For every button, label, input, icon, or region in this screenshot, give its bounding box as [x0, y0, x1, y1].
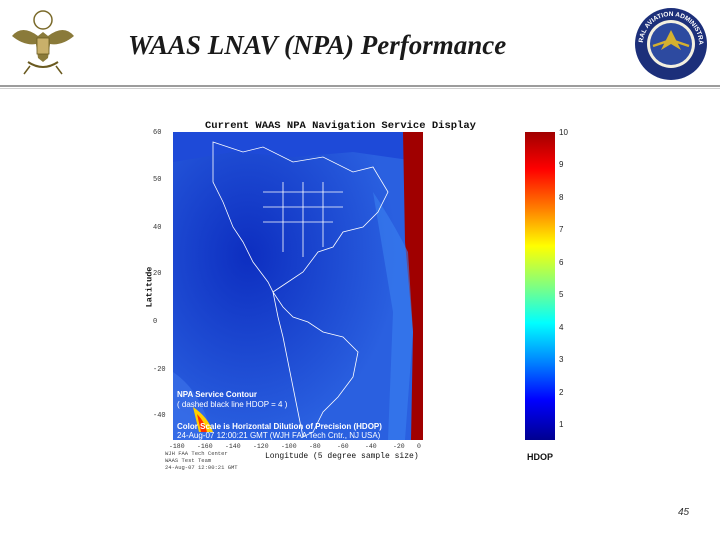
y-tick: 40: [153, 224, 162, 232]
colorbar-tick: 9: [559, 160, 564, 169]
colorbar-tick: 3: [559, 355, 564, 364]
x-tick: -120: [253, 443, 269, 450]
colorbar-tick: 7: [559, 225, 564, 234]
colorbar-tick: 2: [559, 388, 564, 397]
colorbar-tick: 1: [559, 420, 564, 429]
faa-seal-icon: FEDERAL AVIATION ADMINISTRATION: [633, 6, 707, 80]
colorbar-tick: 4: [559, 323, 564, 332]
x-tick: 0: [417, 443, 421, 450]
x-tick: -160: [197, 443, 213, 450]
y-tick: -20: [153, 366, 166, 374]
x-tick: -180: [169, 443, 185, 450]
overlay-contour-title: NPA Service Contour: [177, 390, 258, 399]
page-number: 45: [678, 507, 690, 518]
figure-title: Current WAAS NPA Navigation Service Disp…: [205, 120, 476, 132]
hdop-colorbar: [525, 132, 555, 440]
x-tick: -80: [309, 443, 321, 450]
colorbar-label: HDOP: [527, 452, 554, 462]
overlay-colorscale-note: Color Scale is Horizontal Dilution of Pr…: [177, 422, 382, 431]
y-tick: 50: [153, 176, 162, 184]
credit-line: WAAS Test Team: [165, 457, 212, 464]
overlay-timestamp: 24-Aug-07 12:00:21 GMT (WJH FAA Tech Cnt…: [177, 431, 381, 440]
header-divider-thin: [0, 88, 720, 89]
hdop-figure: Current WAAS NPA Navigation Service Disp…: [135, 112, 590, 482]
hdop-map: NPA Service Contour ( dashed black line …: [173, 132, 423, 440]
x-tick: -40: [365, 443, 377, 450]
x-tick: -20: [393, 443, 405, 450]
us-eagle-seal-icon: [12, 10, 74, 75]
y-tick: 60: [153, 129, 162, 137]
colorbar-tick: 6: [559, 258, 564, 267]
x-tick: -140: [225, 443, 241, 450]
colorbar-tick: 5: [559, 290, 564, 299]
header-divider: [0, 85, 720, 87]
overlay-contour-note: ( dashed black line HDOP = 4 ): [177, 400, 288, 409]
y-tick: 0: [153, 318, 158, 326]
y-tick: -40: [153, 412, 166, 420]
colorbar-tick: 8: [559, 193, 564, 202]
x-tick: -100: [281, 443, 297, 450]
colorbar-tick: 10: [559, 128, 568, 137]
credit-line: WJH FAA Tech Center: [165, 450, 228, 457]
x-axis-label: Longitude (5 degree sample size): [265, 452, 419, 461]
credit-line: 24-Aug-07 12:00:21 GMT: [165, 464, 238, 471]
y-tick: 20: [153, 270, 162, 278]
x-tick: -60: [337, 443, 349, 450]
slide-title: WAAS LNAV (NPA) Performance: [128, 30, 507, 60]
